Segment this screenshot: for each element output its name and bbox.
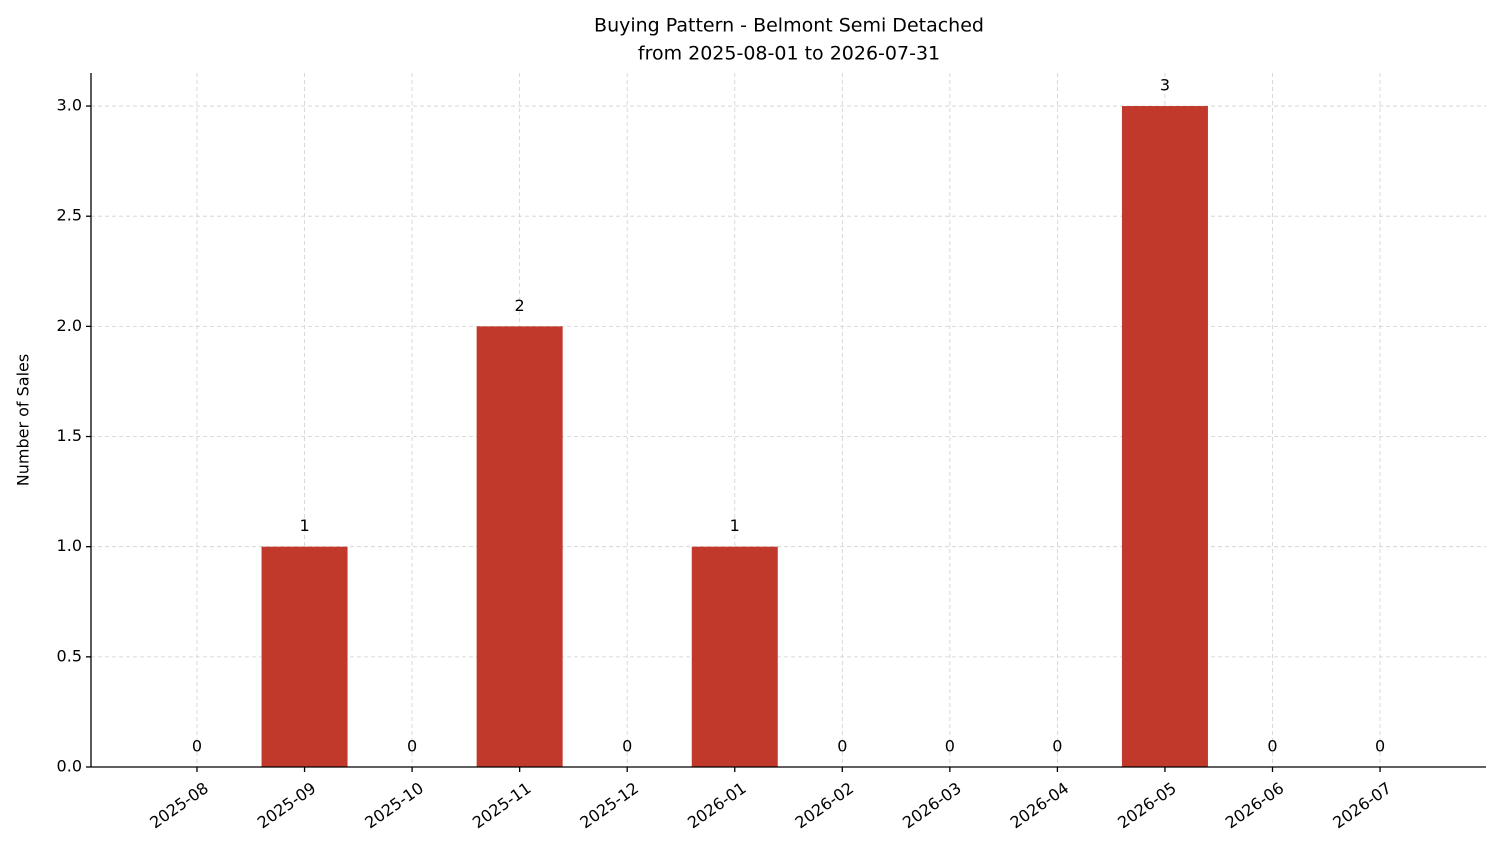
- y-tick-label: 0.5: [57, 646, 82, 665]
- value-label: 1: [299, 516, 309, 535]
- y-tick-label: 2.0: [57, 316, 82, 335]
- x-tick-label: 2026-05: [1114, 778, 1180, 832]
- x-tick-label: 2026-03: [899, 778, 965, 832]
- y-tick-label: 1.0: [57, 536, 82, 555]
- value-label: 0: [837, 737, 847, 756]
- value-label: 1: [730, 516, 740, 535]
- value-label: 0: [192, 737, 202, 756]
- x-tick-label: 2026-01: [684, 778, 750, 832]
- chart-title: Buying Pattern - Belmont Semi Detached: [594, 15, 984, 37]
- y-axis-label: Number of Sales: [14, 354, 33, 486]
- bar: [1121, 106, 1208, 768]
- bar: [476, 326, 563, 767]
- value-label: 0: [945, 737, 955, 756]
- x-tick-label: 2026-07: [1329, 778, 1395, 832]
- y-tick-label: 0.0: [57, 757, 82, 776]
- chart-subtitle: from 2025-08-01 to 2026-07-31: [638, 43, 940, 65]
- x-tick-label: 2026-06: [1222, 778, 1288, 832]
- x-tick-label: 2025-12: [576, 778, 642, 832]
- x-tick-label: 2025-11: [469, 778, 535, 832]
- bar: [261, 546, 348, 767]
- x-tick-label: 2026-02: [792, 778, 858, 832]
- value-label: 3: [1160, 76, 1170, 95]
- value-label: 0: [1052, 737, 1062, 756]
- y-tick-label: 3.0: [57, 96, 82, 115]
- y-tick-label: 1.5: [57, 426, 82, 445]
- x-tick-label: 2025-09: [254, 778, 320, 832]
- x-tick-label: 2025-08: [146, 778, 212, 832]
- value-label: 0: [1267, 737, 1277, 756]
- y-tick-label: 2.5: [57, 206, 82, 225]
- x-tick-label: 2026-04: [1007, 778, 1073, 832]
- x-tick-label: 2025-10: [361, 778, 427, 832]
- value-label: 2: [515, 296, 525, 315]
- value-label: 0: [1375, 737, 1385, 756]
- value-label: 0: [407, 737, 417, 756]
- value-label: 0: [622, 737, 632, 756]
- bar: [691, 546, 778, 767]
